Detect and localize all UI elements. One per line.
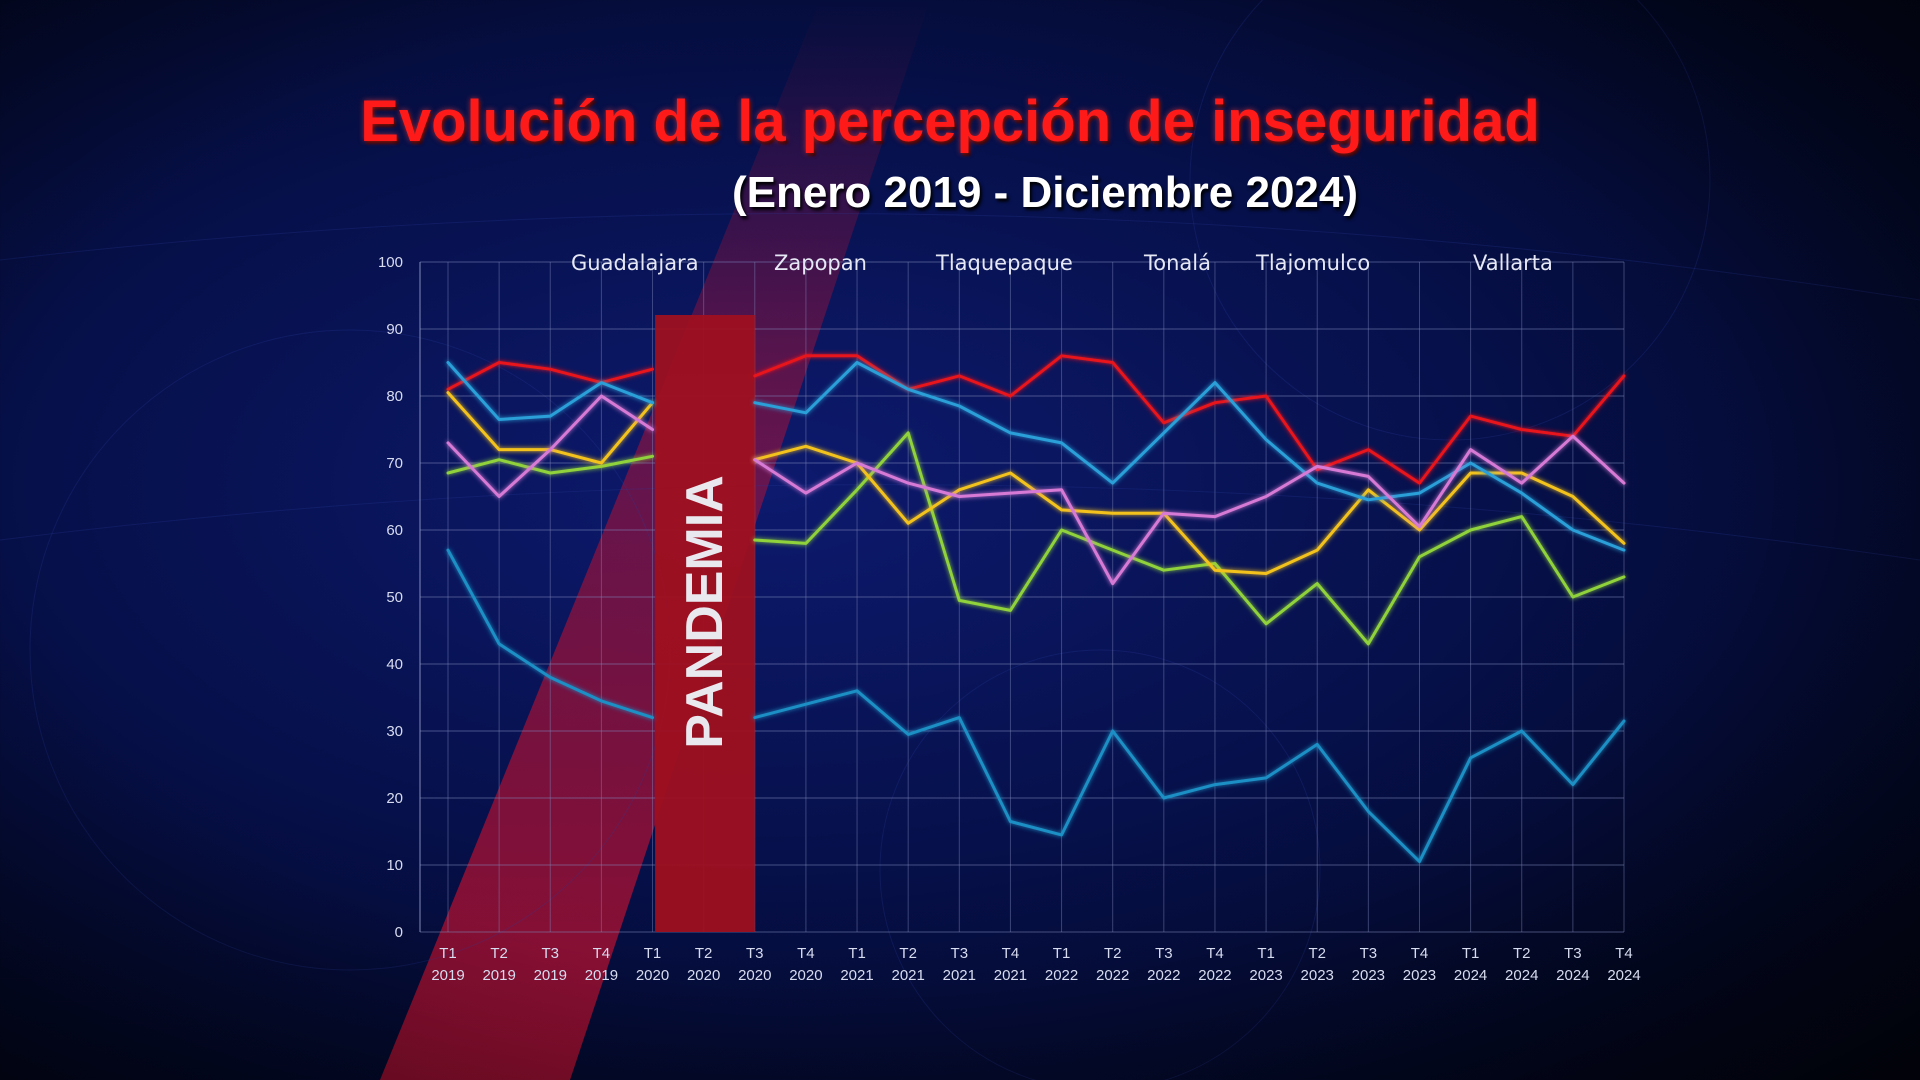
x-tick-label-quarter: T1 [1462, 945, 1480, 962]
x-tick-label-quarter: T4 [1411, 945, 1429, 962]
x-tick-label-year: 2021 [891, 967, 924, 984]
x-tick-label-quarter: T2 [899, 945, 917, 962]
x-tick-label-quarter: T2 [1308, 945, 1326, 962]
x-tick-label-quarter: T1 [1257, 945, 1275, 962]
y-tick-label: 60 [386, 522, 403, 539]
x-tick-label-quarter: T4 [1206, 945, 1224, 962]
y-tick-label: 80 [386, 388, 403, 405]
x-tick-label-year: 2022 [1198, 967, 1231, 984]
legend-label: Vallarta [1473, 251, 1553, 275]
x-tick-label-year: 2020 [687, 967, 720, 984]
x-tick-label-year: 2024 [1454, 967, 1487, 984]
x-tick-label-year: 2022 [1147, 967, 1180, 984]
x-tick-label-quarter: T3 [951, 945, 969, 962]
y-tick-label: 70 [386, 455, 403, 472]
chart-subtitle: (Enero 2019 - Diciembre 2024) [731, 168, 1359, 217]
x-tick-label-year: 2020 [738, 967, 771, 984]
x-tick-label-quarter: T2 [1104, 945, 1122, 962]
chart-legend: Guadalajara Zapopan Tlaquepaque Tonalá Tlajo… [525, 251, 1553, 275]
x-tick-label-quarter: T3 [542, 945, 560, 962]
x-tick-label-year: 2021 [943, 967, 976, 984]
x-tick-label-quarter: T3 [1155, 945, 1173, 962]
series-line-guadalajara [446, 354, 1626, 485]
legend-label: Tonalá [1143, 251, 1211, 275]
y-tick-label: 10 [386, 857, 403, 874]
y-tick-label: 40 [386, 656, 403, 673]
legend-label: Guadalajara [571, 251, 699, 275]
x-tick-label-year: 2022 [1096, 967, 1129, 984]
chart-grid [419, 261, 1625, 933]
x-tick-label-quarter: T3 [1360, 945, 1378, 962]
x-tick-label-quarter: T2 [695, 945, 713, 962]
legend-label: Tlajomulco [1255, 251, 1370, 275]
series-line-tlajomulco [446, 394, 1626, 586]
x-tick-label-year: 2021 [994, 967, 1027, 984]
pandemic-label: PANDEMIA [676, 475, 734, 748]
x-tick-label-year: 2019 [431, 967, 464, 984]
y-tick-label: 0 [395, 924, 403, 941]
x-tick-label-quarter: T1 [1053, 945, 1071, 962]
legend-label: Tlaquepaque [935, 251, 1073, 275]
x-tick-label-year: 2023 [1403, 967, 1436, 984]
x-tick-label-quarter: T1 [644, 945, 662, 962]
x-tick-label-year: 2023 [1352, 967, 1385, 984]
x-tick-label-year: 2020 [789, 967, 822, 984]
x-tick-label-quarter: T2 [1513, 945, 1531, 962]
x-tick-label-year: 2022 [1045, 967, 1078, 984]
x-tick-label-year: 2019 [585, 967, 618, 984]
legend-label: Zapopan [774, 251, 867, 275]
y-tick-label: 30 [386, 723, 403, 740]
x-tick-label-year: 2023 [1249, 967, 1282, 984]
series-line-zapopan [446, 431, 1626, 646]
pandemic-band [655, 315, 755, 932]
y-tick-label: 90 [386, 321, 403, 338]
x-tick-label-quarter: T4 [797, 945, 815, 962]
series-line-vallarta [446, 548, 1626, 864]
series-layer [446, 354, 1626, 864]
x-tick-label-quarter: T4 [1615, 945, 1633, 962]
series-line-tonala [446, 361, 1626, 552]
x-axis-ticks: T1 2019 T2 2019 T3 2019 T4 2019 T1 2020 T2 2020 T3 20… [431, 945, 1640, 984]
x-tick-label-year: 2023 [1301, 967, 1334, 984]
x-tick-label-year: 2019 [482, 967, 515, 984]
x-tick-label-year: 2020 [636, 967, 669, 984]
pandemic-band-layer: PANDEMIA [655, 315, 755, 932]
x-tick-label-year: 2021 [840, 967, 873, 984]
y-tick-label: 50 [386, 589, 403, 606]
y-axis-ticks: 0 10 20 30 40 50 60 70 80 90 100 [378, 254, 403, 941]
x-tick-label-year: 2024 [1607, 967, 1640, 984]
x-tick-label-quarter: T1 [439, 945, 457, 962]
y-tick-label: 100 [378, 254, 403, 271]
x-tick-label-quarter: T1 [848, 945, 866, 962]
x-tick-label-quarter: T4 [1002, 945, 1020, 962]
x-tick-label-quarter: T3 [746, 945, 764, 962]
chart-title: Evolución de la percepción de insegurida… [360, 89, 1540, 154]
x-tick-label-year: 2024 [1505, 967, 1538, 984]
x-tick-label-year: 2024 [1556, 967, 1589, 984]
x-tick-label-year: 2019 [534, 967, 567, 984]
x-tick-label-quarter: T3 [1564, 945, 1582, 962]
x-tick-label-quarter: T2 [490, 945, 508, 962]
x-tick-label-quarter: T4 [593, 945, 611, 962]
y-tick-label: 20 [386, 790, 403, 807]
